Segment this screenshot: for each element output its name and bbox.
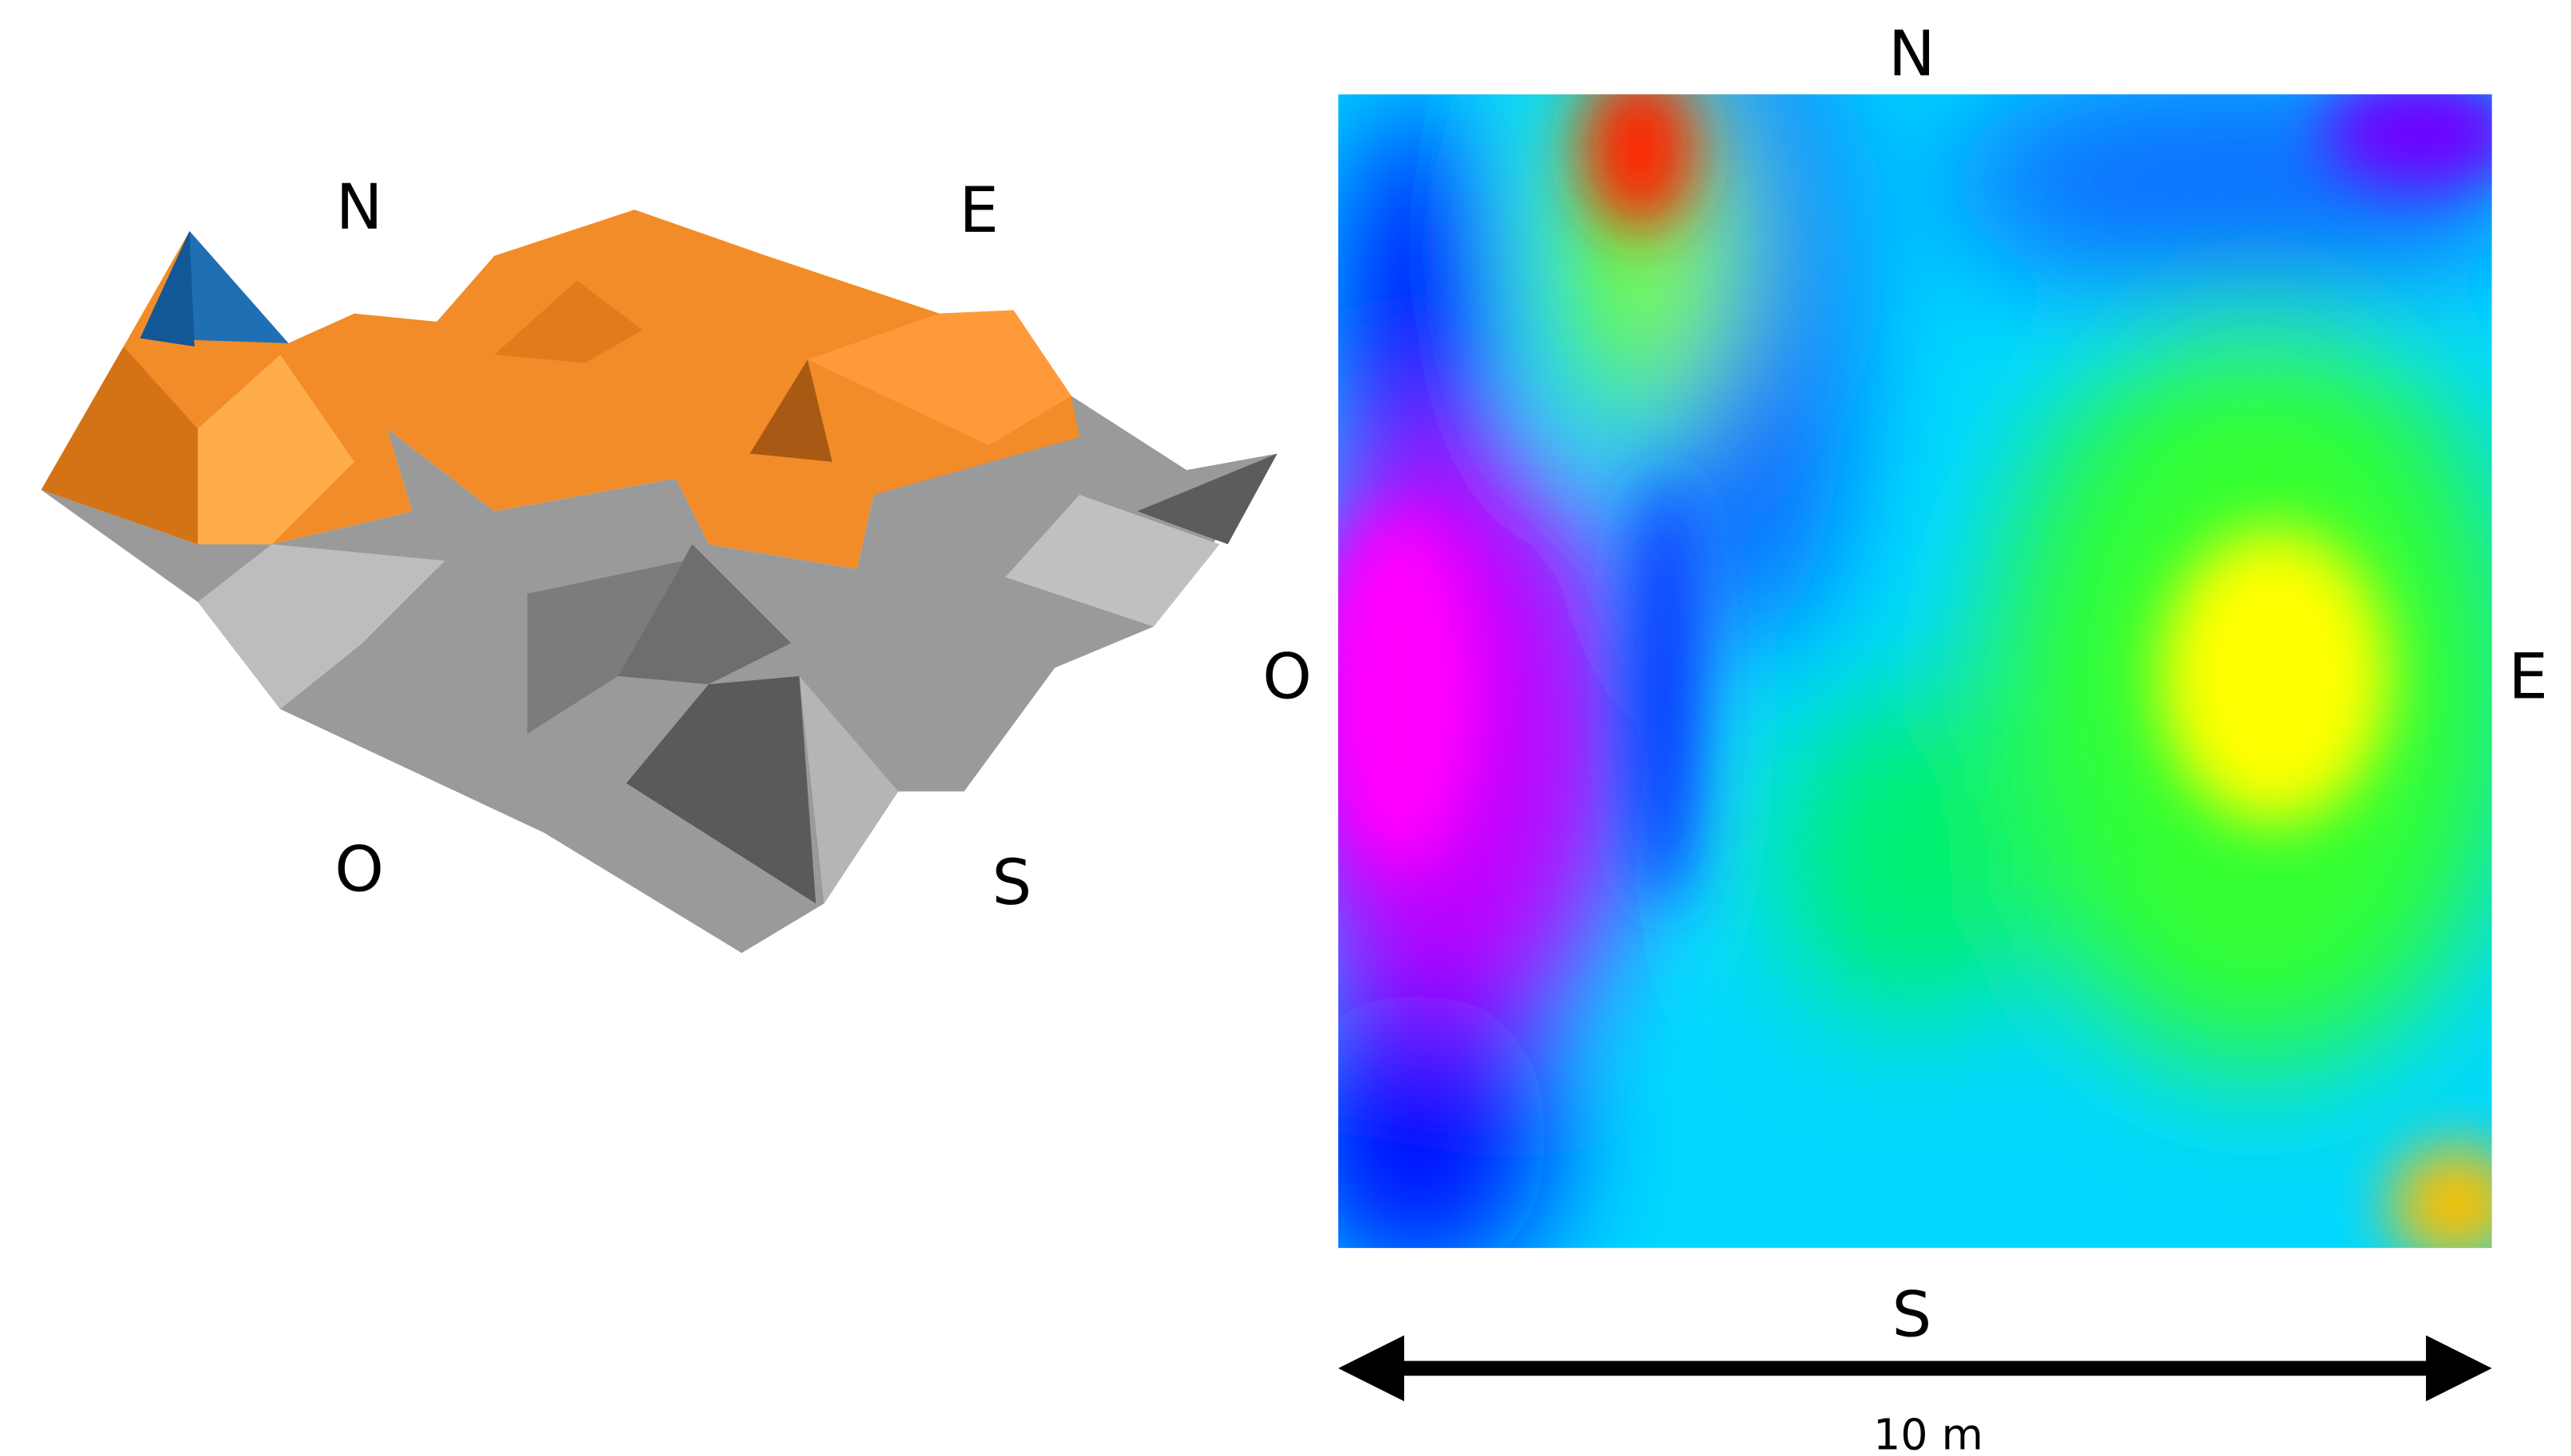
scale-label: 10 m	[1873, 1409, 1983, 1456]
north-label: N	[1888, 17, 1935, 90]
figure: N E O S	[0, 0, 2571, 1456]
blob	[2324, 75, 2522, 190]
blob	[1286, 989, 1549, 1286]
blob	[1318, 511, 1483, 874]
east-label: E	[2508, 640, 2548, 714]
blob	[2159, 528, 2390, 824]
terrain-facet	[140, 231, 194, 346]
west-label: O	[1262, 640, 1312, 714]
blob	[2389, 1146, 2522, 1262]
blob	[1780, 693, 2044, 1023]
blob	[1632, 479, 1698, 907]
height-map: N E O S 10 m	[1262, 0, 2548, 1456]
page: N E O S	[0, 0, 2571, 1456]
arrow-head	[2426, 1336, 2492, 1402]
north-label: N	[336, 170, 383, 244]
arrow-head	[1338, 1336, 1404, 1402]
south-label: S	[992, 846, 1032, 919]
blob	[1582, 66, 1697, 231]
west-label: O	[335, 833, 384, 906]
south-label: S	[1892, 1278, 1931, 1351]
terrain: N E O S	[41, 170, 1278, 953]
east-label: E	[959, 174, 999, 247]
